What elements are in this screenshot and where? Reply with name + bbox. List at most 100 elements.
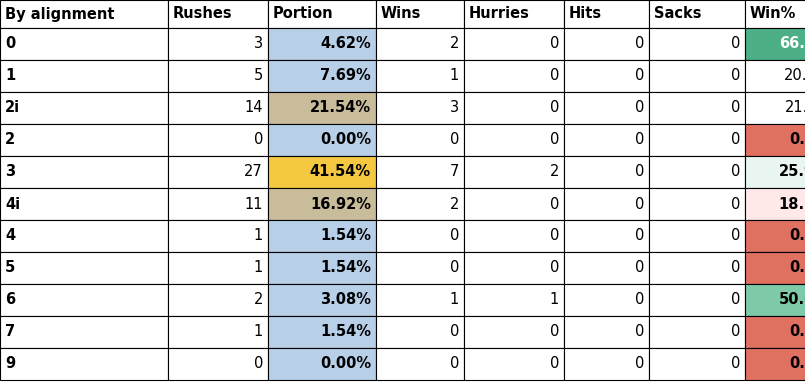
Text: 18.18%: 18.18% bbox=[778, 196, 805, 212]
Text: 0: 0 bbox=[731, 196, 740, 212]
Text: 1: 1 bbox=[254, 325, 263, 340]
Bar bbox=[268, 156, 376, 188]
Text: 6: 6 bbox=[5, 293, 15, 308]
Bar bbox=[376, 156, 464, 188]
Bar bbox=[0, 156, 168, 188]
Bar bbox=[649, 124, 745, 156]
Bar bbox=[376, 124, 464, 156]
Bar bbox=[168, 284, 268, 316]
Text: 1.54%: 1.54% bbox=[320, 261, 371, 276]
Text: 0: 0 bbox=[5, 37, 15, 51]
Text: 1.54%: 1.54% bbox=[320, 325, 371, 340]
Text: 0: 0 bbox=[731, 325, 740, 340]
Text: 0.00%: 0.00% bbox=[320, 357, 371, 371]
Bar bbox=[745, 0, 805, 28]
Bar bbox=[564, 220, 649, 252]
Bar bbox=[168, 0, 268, 28]
Text: 0: 0 bbox=[450, 261, 459, 276]
Text: 0.00%: 0.00% bbox=[789, 132, 805, 147]
Text: 0: 0 bbox=[550, 37, 559, 51]
Text: 14: 14 bbox=[245, 100, 263, 115]
Bar bbox=[745, 252, 805, 284]
Text: 66.67%: 66.67% bbox=[779, 37, 805, 51]
Bar bbox=[464, 284, 564, 316]
Text: 4.62%: 4.62% bbox=[320, 37, 371, 51]
Text: Sacks: Sacks bbox=[654, 7, 701, 22]
Bar bbox=[649, 316, 745, 348]
Bar bbox=[0, 252, 168, 284]
Text: 41.54%: 41.54% bbox=[310, 164, 371, 179]
Bar bbox=[564, 92, 649, 124]
Text: 0: 0 bbox=[634, 261, 644, 276]
Text: 0: 0 bbox=[731, 132, 740, 147]
Bar bbox=[268, 348, 376, 380]
Text: 0: 0 bbox=[634, 68, 644, 83]
Bar bbox=[649, 284, 745, 316]
Bar bbox=[376, 188, 464, 220]
Bar bbox=[564, 284, 649, 316]
Text: 0: 0 bbox=[634, 196, 644, 212]
Bar bbox=[464, 28, 564, 60]
Text: 0: 0 bbox=[450, 132, 459, 147]
Text: 2i: 2i bbox=[5, 100, 20, 115]
Text: 0: 0 bbox=[550, 196, 559, 212]
Text: 2: 2 bbox=[550, 164, 559, 179]
Text: 0: 0 bbox=[634, 132, 644, 147]
Text: 0: 0 bbox=[731, 357, 740, 371]
Text: Portion: Portion bbox=[273, 7, 333, 22]
Text: 0: 0 bbox=[731, 164, 740, 179]
Text: 3.08%: 3.08% bbox=[320, 293, 371, 308]
Text: 27: 27 bbox=[244, 164, 263, 179]
Bar bbox=[564, 28, 649, 60]
Text: 7.69%: 7.69% bbox=[320, 68, 371, 83]
Text: By alignment: By alignment bbox=[5, 7, 114, 22]
Text: 0: 0 bbox=[550, 132, 559, 147]
Bar bbox=[168, 92, 268, 124]
Text: 1: 1 bbox=[450, 68, 459, 83]
Bar bbox=[168, 348, 268, 380]
Bar bbox=[376, 316, 464, 348]
Bar bbox=[268, 0, 376, 28]
Text: 0: 0 bbox=[550, 229, 559, 244]
Text: Hits: Hits bbox=[569, 7, 602, 22]
Bar bbox=[745, 348, 805, 380]
Text: 2: 2 bbox=[450, 37, 459, 51]
Bar bbox=[0, 316, 168, 348]
Bar bbox=[376, 220, 464, 252]
Text: 0: 0 bbox=[450, 325, 459, 340]
Text: 2: 2 bbox=[450, 196, 459, 212]
Bar bbox=[649, 60, 745, 92]
Text: 4i: 4i bbox=[5, 196, 20, 212]
Text: 0: 0 bbox=[634, 325, 644, 340]
Text: 0: 0 bbox=[550, 325, 559, 340]
Bar bbox=[649, 156, 745, 188]
Bar bbox=[376, 0, 464, 28]
Text: 0.00%: 0.00% bbox=[789, 357, 805, 371]
Text: 0.00%: 0.00% bbox=[789, 325, 805, 340]
Bar bbox=[464, 316, 564, 348]
Bar bbox=[0, 188, 168, 220]
Text: 21.43%: 21.43% bbox=[785, 100, 805, 115]
Bar bbox=[268, 28, 376, 60]
Bar bbox=[0, 92, 168, 124]
Text: 0: 0 bbox=[450, 229, 459, 244]
Bar bbox=[649, 188, 745, 220]
Bar bbox=[745, 284, 805, 316]
Bar bbox=[168, 220, 268, 252]
Bar bbox=[0, 284, 168, 316]
Text: 0: 0 bbox=[254, 357, 263, 371]
Text: Hurries: Hurries bbox=[469, 7, 530, 22]
Text: 20.00%: 20.00% bbox=[784, 68, 805, 83]
Text: 0: 0 bbox=[550, 68, 559, 83]
Text: 3: 3 bbox=[450, 100, 459, 115]
Bar bbox=[0, 348, 168, 380]
Bar bbox=[168, 188, 268, 220]
Bar bbox=[564, 124, 649, 156]
Bar bbox=[168, 252, 268, 284]
Bar bbox=[564, 188, 649, 220]
Bar bbox=[0, 28, 168, 60]
Bar bbox=[268, 220, 376, 252]
Bar bbox=[745, 220, 805, 252]
Text: 5: 5 bbox=[5, 261, 15, 276]
Text: 7: 7 bbox=[5, 325, 15, 340]
